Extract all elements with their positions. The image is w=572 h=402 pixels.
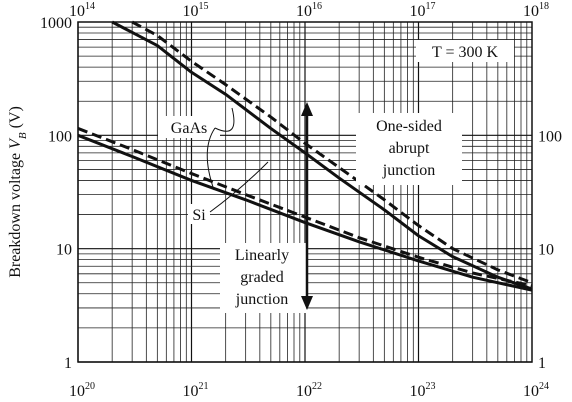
x-top-tick-label: 1018 <box>523 1 549 20</box>
y-left-tick-label: 1 <box>64 355 72 372</box>
series-line-gaas-graded <box>77 127 533 288</box>
x-bottom-tick-label: 1024 <box>523 381 549 400</box>
x-bottom-tick-label: 1021 <box>183 381 209 400</box>
x-top-tick-label: 1017 <box>410 1 436 20</box>
gaas-abrupt-leader <box>214 107 235 132</box>
x-bottom-tick-label: 1020 <box>69 381 95 400</box>
x-top-tick-label: 1016 <box>296 1 322 20</box>
temp-label-bg <box>416 40 514 62</box>
y-right-tick-label: 10 <box>538 242 554 259</box>
si-abrupt-leader <box>209 161 269 213</box>
series-group <box>77 20 533 292</box>
abrupt-label-line1: One-sided <box>376 118 442 135</box>
y-left-tick-label: 10 <box>56 242 72 259</box>
x-bottom-tick-label: 1022 <box>296 381 322 400</box>
gaas-label: GaAs <box>171 120 207 137</box>
graded-label-line3: junction <box>235 291 288 308</box>
axes: 1020 1021 1022 1023 1024 1014 1015 1016 1017 1018… <box>40 1 562 400</box>
graded-label-line1: Linearly <box>235 247 289 264</box>
x-top-tick-label: 1014 <box>69 1 95 20</box>
plot-frame <box>77 21 533 363</box>
gaas-label-bg <box>158 116 220 138</box>
si-label: Si <box>192 207 206 224</box>
series-line-gaas-abrupt <box>131 20 533 285</box>
temperature-label: T = 300 K <box>432 44 499 61</box>
series-line-si-abrupt <box>111 20 533 291</box>
si-label-bg <box>188 204 210 224</box>
abrupt-label-line3: junction <box>382 162 435 179</box>
y-right-tick-label: 1 <box>538 355 546 372</box>
y-left-tick-label: 100 <box>48 128 72 145</box>
graded-label-bg <box>220 243 306 313</box>
abrupt-label-bg <box>356 113 462 185</box>
abrupt-label-line2: abrupt <box>389 140 430 157</box>
y-right-tick-label: 100 <box>538 128 562 145</box>
x-bottom-tick-label: 1023 <box>410 381 436 400</box>
series-line-si-graded <box>77 133 533 292</box>
arrow-down-head <box>301 296 313 310</box>
gaas-graded-leader <box>206 127 216 191</box>
x-top-tick-label: 1015 <box>183 1 209 20</box>
y-axis-label: Breakdown voltage VB (V) <box>7 106 29 278</box>
graded-label-line2: graded <box>240 269 284 286</box>
y-left-tick-label: 1000 <box>40 15 72 32</box>
arrow-up-head <box>301 102 313 116</box>
